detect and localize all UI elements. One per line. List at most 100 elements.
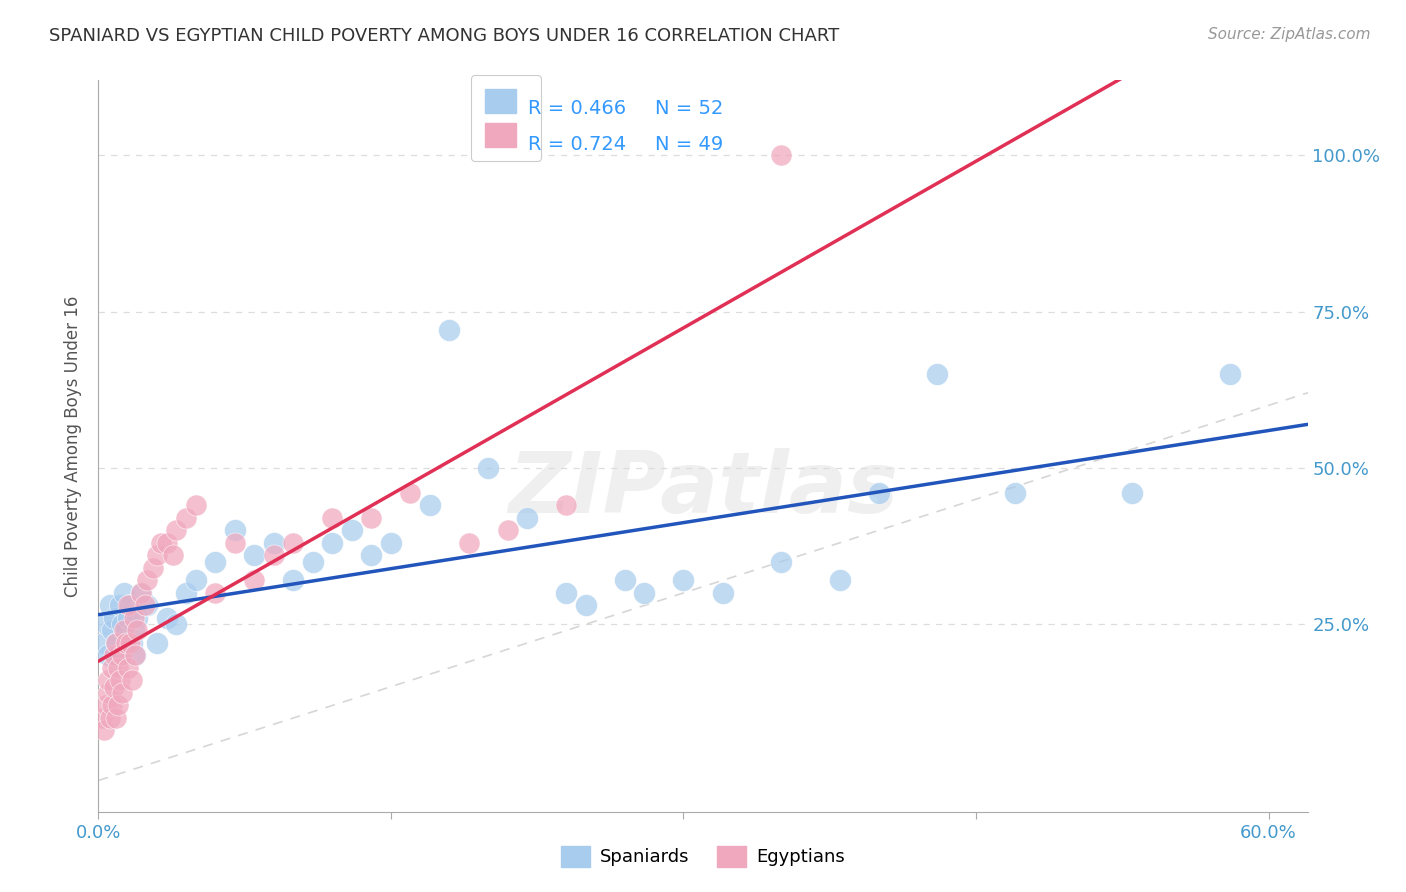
Point — [117, 611, 139, 625]
Point — [107, 661, 129, 675]
Point — [575, 599, 598, 613]
Point — [107, 648, 129, 663]
Point — [117, 599, 139, 613]
Point — [1004, 486, 1026, 500]
Point — [108, 673, 131, 688]
Point — [97, 673, 120, 688]
Point — [302, 555, 325, 569]
Point — [360, 511, 382, 525]
Point — [111, 686, 134, 700]
Point — [868, 486, 890, 500]
Point — [96, 698, 118, 713]
Legend: , : , — [471, 75, 541, 161]
Legend: Spaniards, Egyptians: Spaniards, Egyptians — [554, 838, 852, 874]
Point — [131, 586, 153, 600]
Point — [925, 367, 948, 381]
Point — [283, 536, 305, 550]
Point — [104, 711, 127, 725]
Point — [769, 555, 792, 569]
Point — [263, 549, 285, 563]
Point — [108, 599, 131, 613]
Point — [104, 636, 127, 650]
Point — [672, 574, 695, 588]
Point — [97, 648, 120, 663]
Point — [243, 549, 266, 563]
Point — [162, 549, 184, 563]
Point — [439, 323, 461, 337]
Point — [711, 586, 734, 600]
Point — [1219, 367, 1241, 381]
Point — [555, 499, 578, 513]
Point — [204, 586, 226, 600]
Text: R = 0.466: R = 0.466 — [527, 99, 626, 118]
Point — [165, 524, 187, 538]
Point — [96, 617, 118, 632]
Point — [243, 574, 266, 588]
Point — [103, 680, 125, 694]
Point — [555, 586, 578, 600]
Point — [111, 617, 134, 632]
Point — [224, 536, 246, 550]
Point — [142, 561, 165, 575]
Point — [127, 624, 149, 638]
Point — [156, 611, 179, 625]
Point — [204, 555, 226, 569]
Point — [399, 486, 422, 500]
Point — [458, 536, 481, 550]
Point — [122, 611, 145, 625]
Point — [97, 686, 120, 700]
Point — [340, 524, 363, 538]
Point — [224, 524, 246, 538]
Point — [107, 698, 129, 713]
Point — [134, 599, 156, 613]
Point — [769, 148, 792, 162]
Point — [118, 599, 141, 613]
Point — [98, 711, 121, 725]
Point — [184, 499, 207, 513]
Point — [124, 648, 146, 663]
Point — [127, 611, 149, 625]
Point — [136, 574, 159, 588]
Point — [419, 499, 441, 513]
Point — [93, 723, 115, 738]
Point — [98, 599, 121, 613]
Point — [477, 461, 499, 475]
Point — [112, 624, 135, 638]
Text: Source: ZipAtlas.com: Source: ZipAtlas.com — [1208, 27, 1371, 42]
Point — [380, 536, 402, 550]
Point — [136, 599, 159, 613]
Text: ZIPatlas: ZIPatlas — [508, 449, 898, 532]
Point — [101, 624, 124, 638]
Point — [149, 536, 172, 550]
Point — [1121, 486, 1143, 500]
Point — [146, 549, 169, 563]
Point — [101, 698, 124, 713]
Point — [111, 648, 134, 663]
Point — [93, 636, 115, 650]
Point — [614, 574, 637, 588]
Point — [101, 661, 124, 675]
Point — [156, 536, 179, 550]
Point — [516, 511, 538, 525]
Point — [104, 636, 127, 650]
Point — [263, 536, 285, 550]
Point — [124, 648, 146, 663]
Point — [283, 574, 305, 588]
Text: SPANIARD VS EGYPTIAN CHILD POVERTY AMONG BOYS UNDER 16 CORRELATION CHART: SPANIARD VS EGYPTIAN CHILD POVERTY AMONG… — [49, 27, 839, 45]
Y-axis label: Child Poverty Among Boys Under 16: Child Poverty Among Boys Under 16 — [65, 295, 83, 597]
Point — [112, 586, 135, 600]
Point — [121, 673, 143, 688]
Point — [103, 648, 125, 663]
Point — [121, 636, 143, 650]
Point — [146, 636, 169, 650]
Point — [174, 511, 197, 525]
Point — [103, 611, 125, 625]
Point — [165, 617, 187, 632]
Text: R = 0.724: R = 0.724 — [527, 136, 626, 154]
Point — [321, 536, 343, 550]
Point — [117, 661, 139, 675]
Point — [360, 549, 382, 563]
Point — [184, 574, 207, 588]
Point — [114, 624, 136, 638]
Point — [633, 586, 655, 600]
